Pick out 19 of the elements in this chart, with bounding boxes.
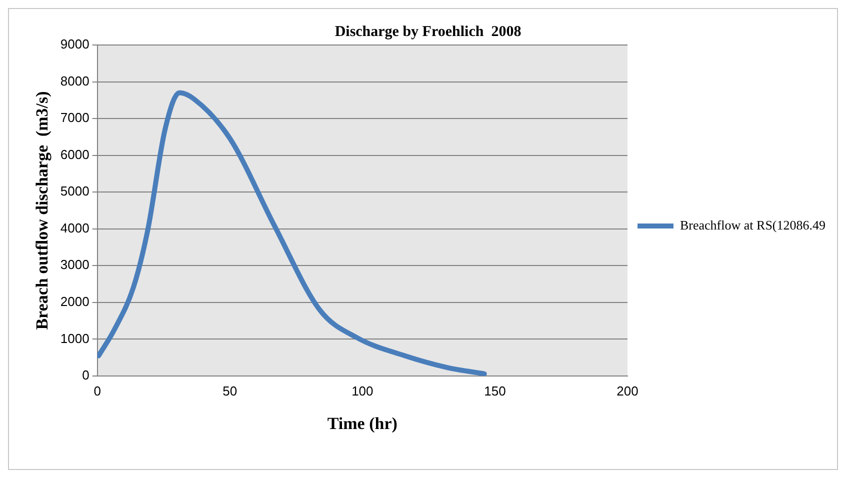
x-tick-label: 100 (352, 383, 374, 398)
y-tick-label: 0 (82, 368, 90, 383)
x-tick-label: 200 (616, 383, 638, 398)
y-tick-label: 7000 (60, 110, 90, 126)
legend-label: Breachflow at RS(12086.49 (680, 217, 826, 232)
x-tick-label: 150 (484, 383, 506, 398)
x-axis-title: Time (hr) (327, 414, 398, 434)
y-axis-title: Breach outflow discharge (m3/s) (32, 91, 52, 330)
chart-title: Discharge by Froehlich 2008 (334, 24, 522, 40)
y-tick-label: 2000 (60, 294, 90, 310)
y-tick-label: 3000 (60, 257, 90, 272)
y-tick-label: 8000 (60, 73, 90, 88)
y-tick-label: 6000 (60, 146, 90, 162)
y-tick-label: 1000 (60, 330, 90, 346)
y-tick-label: 9000 (60, 36, 90, 52)
y-tick-label: 5000 (60, 184, 90, 199)
x-tick-label: 0 (94, 383, 101, 398)
x-tick-label: 50 (222, 383, 238, 398)
y-tick-label: 4000 (60, 220, 90, 236)
